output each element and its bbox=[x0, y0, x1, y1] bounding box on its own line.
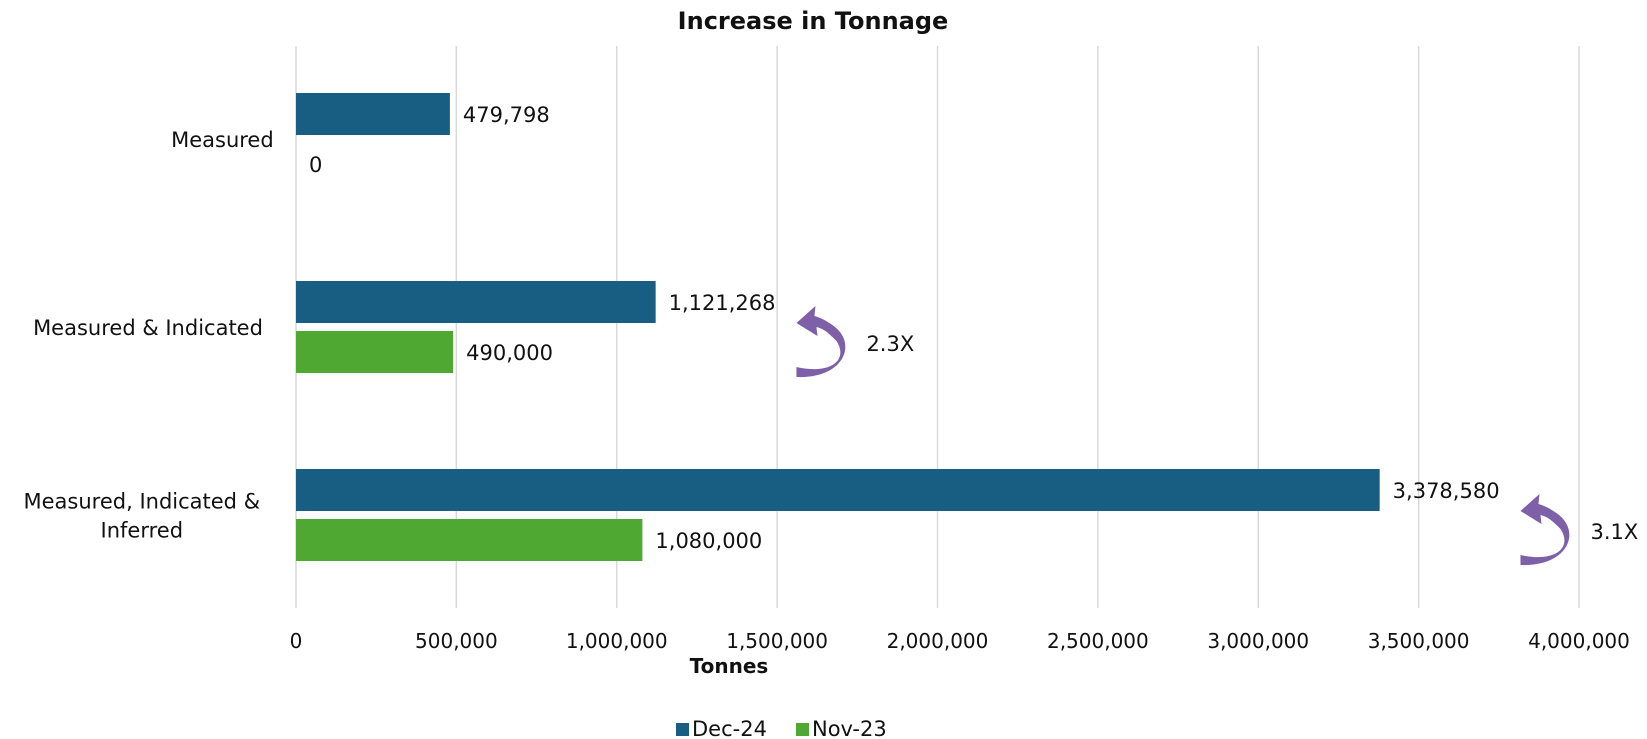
bars bbox=[296, 93, 1380, 561]
legend-swatch-nov-23 bbox=[796, 723, 809, 736]
x-tick-label: 1,000,000 bbox=[566, 629, 668, 653]
category-label-line: Inferred bbox=[101, 519, 184, 543]
x-tick-label: 2,000,000 bbox=[887, 629, 989, 653]
bar-dec-24 bbox=[296, 469, 1380, 511]
x-tick-label: 3,000,000 bbox=[1207, 629, 1309, 653]
bar-nov-23 bbox=[296, 519, 643, 561]
legend-label: Nov-23 bbox=[812, 717, 887, 739]
data-label: 490,000 bbox=[466, 341, 553, 365]
bar-dec-24 bbox=[296, 93, 450, 135]
category-label: Measured, Indicated & Inferred bbox=[24, 490, 261, 543]
x-axis-title: Tonnes bbox=[690, 654, 769, 678]
x-tick-label: 500,000 bbox=[415, 629, 498, 653]
category-label: Measured bbox=[171, 128, 274, 152]
x-tick-label: 4,000,000 bbox=[1528, 629, 1630, 653]
annotations: 2.3X 3.1X bbox=[796, 306, 1638, 566]
x-tick-label: 1,500,000 bbox=[726, 629, 828, 653]
data-labels: 479,798 1,121,268 3,378,580 0 490,000 1,080,0… bbox=[309, 103, 1500, 553]
legend: Dec-24 Nov-23 bbox=[676, 717, 887, 739]
legend-swatch-dec-24 bbox=[676, 723, 689, 736]
bar-nov-23 bbox=[296, 331, 454, 373]
category-label: Measured & Indicated bbox=[33, 316, 263, 340]
category-label-line: Measured bbox=[171, 128, 274, 152]
curved-arrow-icon bbox=[796, 306, 846, 378]
legend-label: Dec-24 bbox=[692, 717, 767, 739]
data-label: 1,080,000 bbox=[655, 529, 762, 553]
x-tick-label: 0 bbox=[290, 629, 303, 653]
x-tick-labels: 0 500,000 1,000,000 1,500,000 2,000,000 2,500… bbox=[290, 629, 1630, 653]
category-label-line: Measured & Indicated bbox=[33, 316, 263, 340]
data-label: 0 bbox=[309, 153, 322, 177]
category-label-line: Measured, Indicated & bbox=[24, 490, 261, 514]
x-tick-label: 3,500,000 bbox=[1368, 629, 1470, 653]
x-tick-label: 2,500,000 bbox=[1047, 629, 1149, 653]
gridlines bbox=[295, 46, 1580, 608]
multiplier-label: 3.1X bbox=[1590, 520, 1638, 544]
curved-arrow-icon bbox=[1520, 494, 1570, 566]
data-label: 1,121,268 bbox=[669, 291, 776, 315]
bar-dec-24 bbox=[296, 281, 656, 323]
chart-title: Increase in Tonnage bbox=[678, 7, 949, 35]
data-label: 479,798 bbox=[463, 103, 550, 127]
category-labels: Measured Measured & Indicated Measured, In… bbox=[24, 128, 274, 543]
multiplier-label: 2.3X bbox=[866, 332, 914, 356]
data-label: 3,378,580 bbox=[1393, 479, 1500, 503]
